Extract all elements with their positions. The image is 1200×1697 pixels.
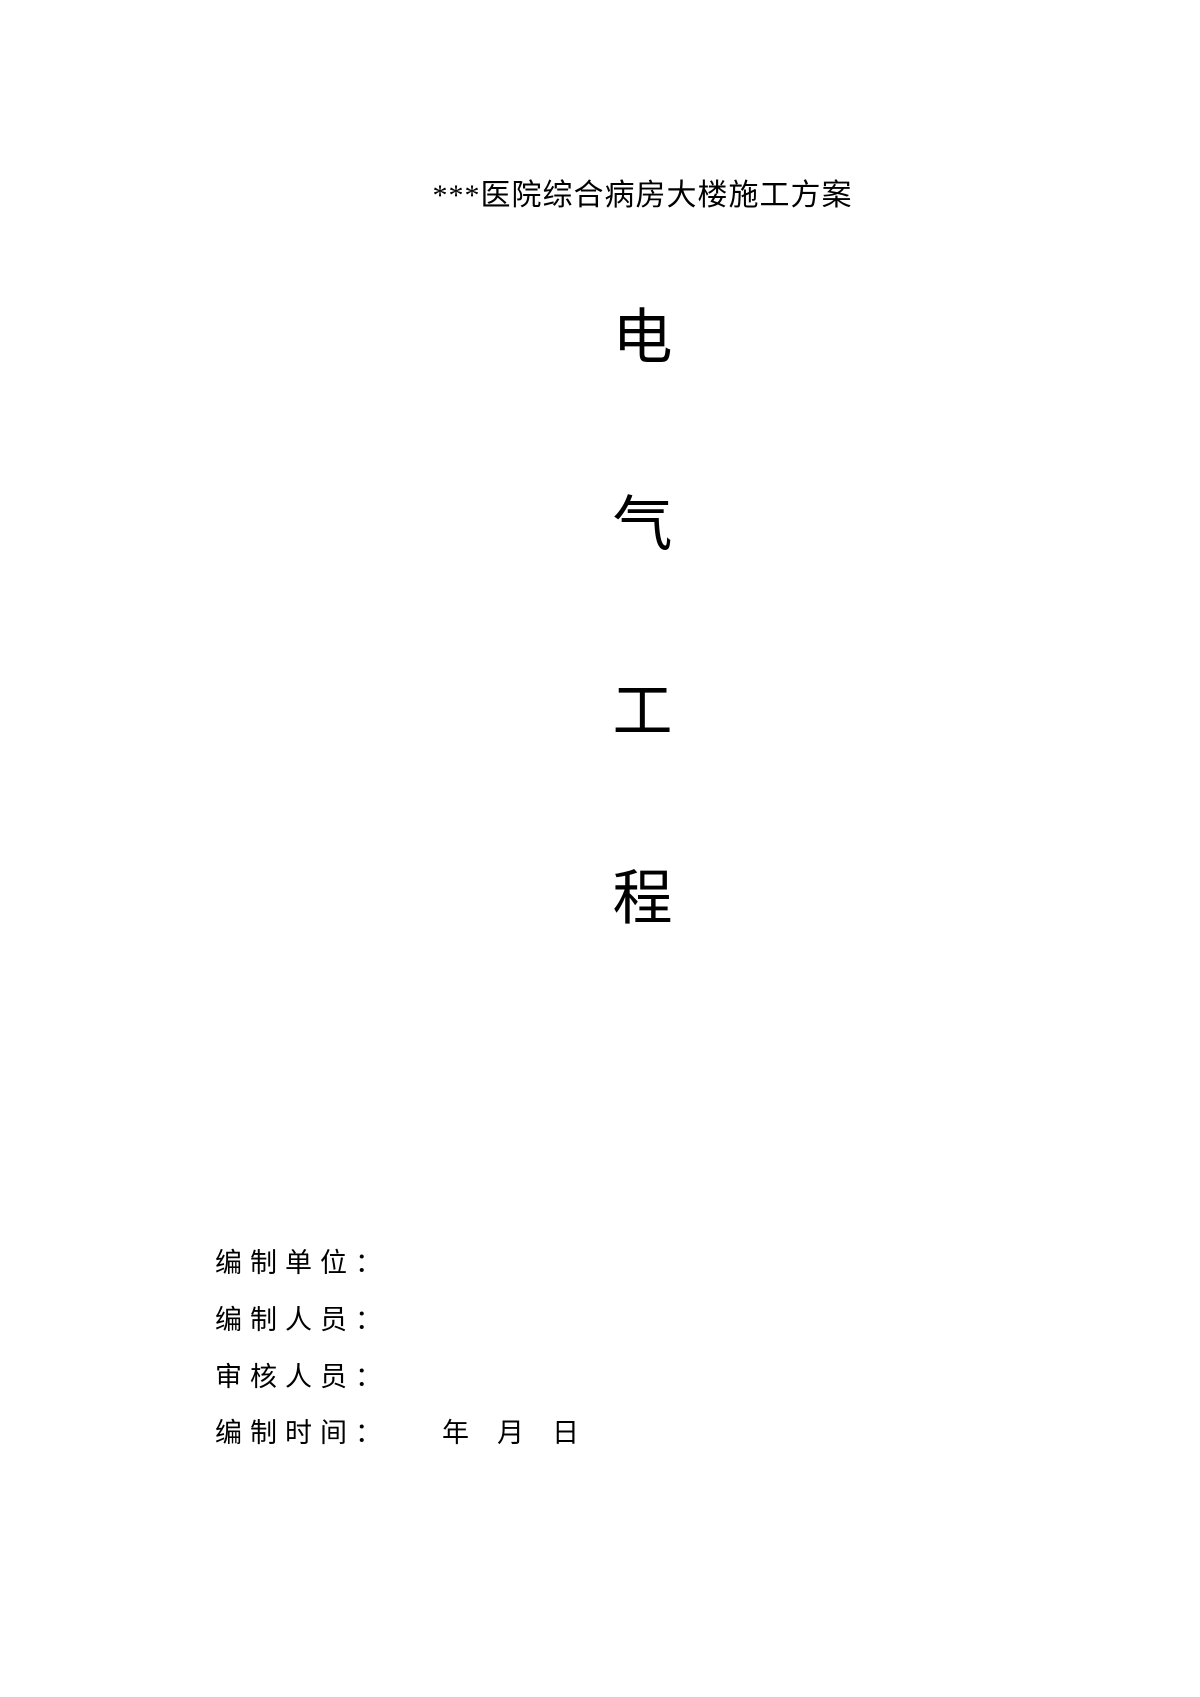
date-row: 编制时间： 年月日 bbox=[215, 1405, 593, 1462]
reviewer-label: 审核人员： bbox=[215, 1362, 390, 1392]
date-parts: 年月日 bbox=[428, 1418, 593, 1448]
reviewer-row: 审核人员： bbox=[215, 1349, 593, 1406]
info-section: 编制单位： 编制人员： 审核人员： 编制时间： 年月日 bbox=[215, 1235, 593, 1462]
org-label: 编制单位： bbox=[215, 1248, 390, 1278]
person-label: 编制人员： bbox=[215, 1305, 390, 1335]
title-char-1: 电 bbox=[613, 289, 673, 376]
main-title-block: 电 气 工 程 bbox=[100, 289, 1100, 937]
title-char-3: 工 bbox=[613, 663, 673, 750]
title-char-2: 气 bbox=[613, 476, 673, 563]
date-month: 月 bbox=[497, 1418, 524, 1448]
org-row: 编制单位： bbox=[215, 1235, 593, 1292]
title-char-4: 程 bbox=[613, 850, 673, 937]
document-subtitle: ***医院综合病房大楼施工方案 bbox=[100, 170, 1100, 214]
date-label: 编制时间： bbox=[215, 1418, 390, 1448]
date-day: 日 bbox=[552, 1418, 579, 1448]
document-page: ***医院综合病房大楼施工方案 电 气 工 程 编制单位： 编制人员： 审核人员… bbox=[0, 0, 1200, 1697]
person-row: 编制人员： bbox=[215, 1292, 593, 1349]
date-year: 年 bbox=[442, 1418, 469, 1448]
